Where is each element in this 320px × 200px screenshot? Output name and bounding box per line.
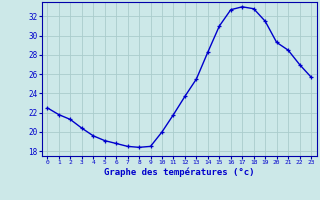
X-axis label: Graphe des températures (°c): Graphe des températures (°c) bbox=[104, 168, 254, 177]
